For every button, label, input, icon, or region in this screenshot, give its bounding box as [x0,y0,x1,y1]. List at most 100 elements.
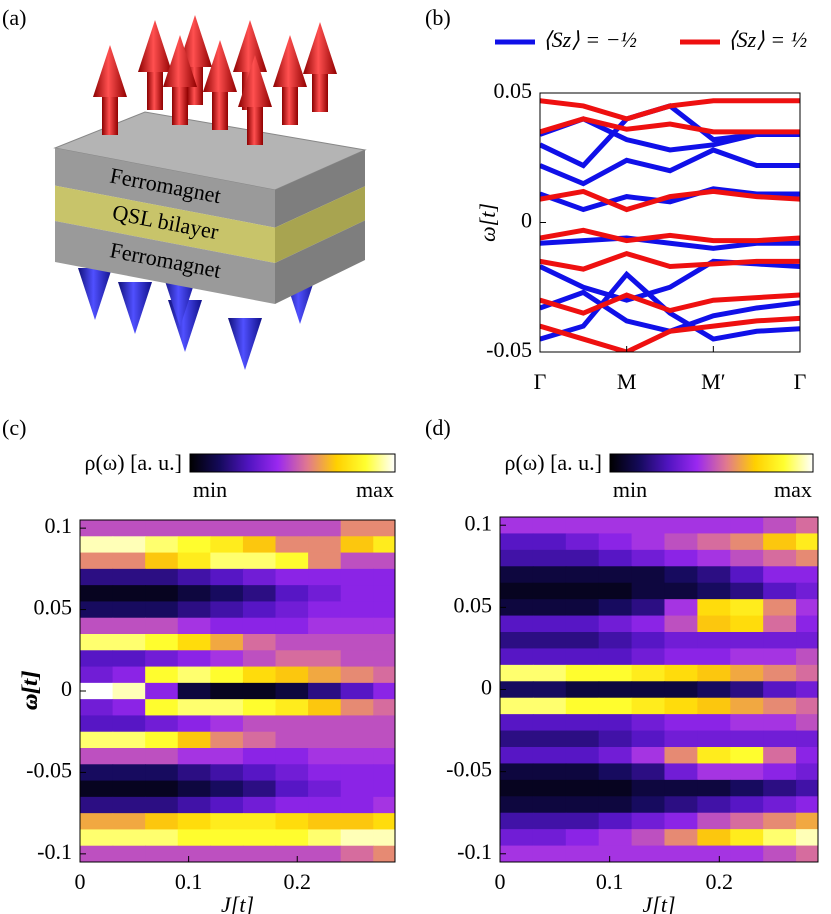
heat-cell [500,747,534,765]
heat-cell [598,730,633,748]
heat-cell [598,582,633,600]
heat-cell [242,796,277,814]
heat-cell [796,566,818,584]
heat-cell [340,699,374,717]
heat-cell [242,715,277,733]
y-tick-label: -0.05 [486,337,532,362]
heat-cell [373,568,395,586]
heat-cell [730,549,764,567]
heat-cell [275,813,309,831]
heat-cell [565,747,600,765]
heat-cell [664,533,698,551]
heat-cell [796,517,818,535]
heat-cell [275,764,309,782]
heat-cell [664,517,698,535]
heat-cell [177,650,211,668]
heat-cell [242,780,277,798]
x-tick-label: 0.2 [706,869,734,894]
heat-cell [697,632,731,650]
heat-cell [308,552,342,570]
band-line [540,292,800,316]
heat-cell [242,568,277,586]
heat-cell [373,829,395,847]
heat-cell [796,812,818,830]
heat-cell [598,714,633,732]
heat-cell [373,796,395,814]
arrow-head [178,15,212,67]
heat-cell [112,780,146,798]
heat-cell [275,699,309,717]
heat-cell [373,601,395,619]
heat-cell [373,634,395,651]
heat-cell [500,796,534,814]
heat-cell [112,536,146,554]
legend-label: ⟨Sz⟩ = −½ [543,27,637,52]
heat-cell [500,517,534,535]
y-tick-label: 0 [521,208,532,233]
down-cone [228,318,262,370]
heat-cell [598,599,633,617]
heat-cell [565,566,600,584]
heat-cell [532,812,567,830]
heat-cell [532,714,567,732]
chart: (d) ρ(ω) [a. u.] min max J[t] -0.1 -0.05 0 0.05 0… [17,415,819,914]
heat-cell [730,747,764,765]
heat-cell [796,648,818,666]
heat-cell [340,682,374,700]
heat-cell [373,682,395,700]
heat-cell [730,714,764,732]
heat-cell [112,731,146,749]
heat-cell [112,585,146,603]
heat-cell [373,666,395,684]
heat-cell [500,845,534,862]
heat-cell [631,763,666,781]
heat-cell [565,582,600,600]
heat-cell [210,845,244,862]
heat-cell [177,682,211,700]
colorbar [189,453,396,473]
arrow-head [93,45,127,97]
heat-cell [565,681,600,699]
y-tick-label: -0.1 [37,839,72,864]
heat-cell [80,552,114,570]
heat-cell [177,585,211,603]
heat-cell [532,829,567,847]
y-tick-label: 0.1 [465,510,493,535]
heat-cell [500,533,534,551]
heat-cell [340,650,374,668]
front-layer [55,185,275,263]
side-layer [275,150,365,228]
heat-cell [730,681,764,699]
heat-cell [112,650,146,668]
heat-cell [275,829,309,847]
heat-cell [532,632,567,650]
heat-cell [275,617,309,635]
heat-cell [598,845,633,862]
heat-cell [697,681,731,699]
heat-cell [177,568,211,586]
heat-cell [308,845,342,862]
heat-cell [664,599,698,617]
heat-cell [500,730,534,748]
heat-cell [500,697,534,715]
heat-cell [80,650,114,668]
heat-cell [500,664,534,682]
band-line [540,270,800,342]
heat-cell [80,601,114,619]
band-line [540,227,800,244]
heat-cell [112,764,146,782]
heat-cell [565,549,600,567]
heat-cell [730,664,764,682]
heat-cell [145,682,179,700]
heat-cell [340,634,374,651]
heat-cell [242,813,277,831]
heat-cell [177,601,211,619]
heat-cell [697,549,731,567]
heat-cell [565,517,600,535]
y-axis-label: ω[t] [475,203,500,242]
heat-cell [275,601,309,619]
heat-cell [796,796,818,814]
heat-cell [177,617,211,635]
heat-cell [80,845,114,862]
